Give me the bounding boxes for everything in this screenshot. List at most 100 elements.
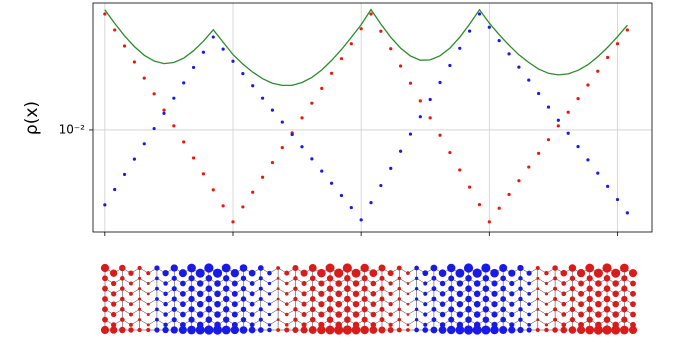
site	[406, 323, 410, 327]
site	[344, 295, 351, 303]
site	[284, 312, 289, 317]
site	[414, 286, 419, 291]
site	[388, 312, 393, 317]
site	[214, 300, 221, 308]
site	[352, 290, 360, 298]
site	[456, 311, 464, 318]
site	[499, 264, 508, 272]
site	[439, 280, 446, 287]
bond	[537, 309, 547, 315]
site	[309, 275, 316, 282]
site	[422, 270, 429, 277]
site	[205, 275, 213, 282]
data-point	[596, 171, 600, 175]
site	[423, 322, 428, 327]
site	[491, 301, 498, 308]
site	[318, 301, 325, 308]
site	[214, 311, 221, 318]
bond	[407, 298, 417, 305]
site	[553, 317, 558, 322]
data-point	[408, 132, 413, 136]
site	[231, 311, 238, 318]
data-point	[576, 97, 580, 101]
site	[396, 327, 402, 333]
site	[326, 316, 334, 323]
site	[129, 291, 133, 296]
site	[465, 285, 472, 292]
site	[249, 301, 255, 307]
site	[397, 286, 402, 291]
site	[438, 326, 447, 334]
site	[284, 323, 289, 327]
site	[276, 318, 280, 322]
site	[137, 265, 142, 271]
site	[431, 286, 437, 292]
site	[379, 317, 385, 323]
series-line	[104, 8, 628, 87]
site	[527, 312, 531, 317]
site	[361, 316, 368, 323]
site	[431, 317, 437, 323]
site	[344, 306, 351, 313]
site	[267, 292, 272, 296]
site	[102, 285, 108, 292]
site	[552, 265, 558, 271]
site	[146, 302, 150, 306]
site	[100, 325, 110, 335]
data-point	[103, 12, 107, 16]
data-point	[468, 29, 472, 33]
site	[154, 265, 160, 271]
site	[595, 290, 602, 298]
data-point	[537, 151, 541, 155]
data-point	[546, 138, 551, 142]
site	[560, 269, 568, 277]
site	[535, 327, 540, 333]
site	[544, 327, 549, 333]
site	[284, 327, 290, 333]
site	[188, 306, 195, 313]
site	[536, 318, 540, 322]
data-point	[625, 28, 629, 32]
data-point	[221, 47, 225, 51]
site	[119, 326, 126, 334]
site	[212, 268, 223, 278]
site	[352, 280, 360, 287]
data-point	[418, 99, 422, 103]
site	[267, 312, 272, 317]
site	[163, 301, 168, 307]
data-point	[241, 205, 245, 209]
site	[447, 263, 456, 273]
site	[249, 322, 255, 328]
data-point	[507, 192, 511, 197]
site	[430, 264, 438, 272]
site	[517, 326, 524, 334]
site	[100, 263, 110, 273]
site	[119, 307, 125, 312]
site	[603, 285, 611, 292]
site	[586, 275, 593, 282]
site	[284, 270, 290, 276]
site	[276, 297, 280, 301]
site	[378, 264, 386, 272]
data-point	[172, 124, 176, 128]
site	[553, 307, 558, 312]
site	[223, 306, 230, 313]
site	[111, 280, 117, 287]
site	[431, 296, 437, 302]
site	[465, 316, 472, 323]
data-point	[517, 179, 521, 183]
site	[448, 285, 455, 292]
data-point	[260, 96, 265, 100]
site	[317, 268, 326, 278]
site	[223, 285, 230, 292]
site	[360, 263, 369, 273]
site	[196, 300, 204, 308]
site	[162, 326, 169, 334]
data-point	[241, 72, 245, 76]
site	[518, 276, 523, 281]
data-point	[320, 169, 324, 173]
site	[309, 306, 316, 313]
site	[293, 276, 298, 281]
site	[240, 306, 247, 313]
